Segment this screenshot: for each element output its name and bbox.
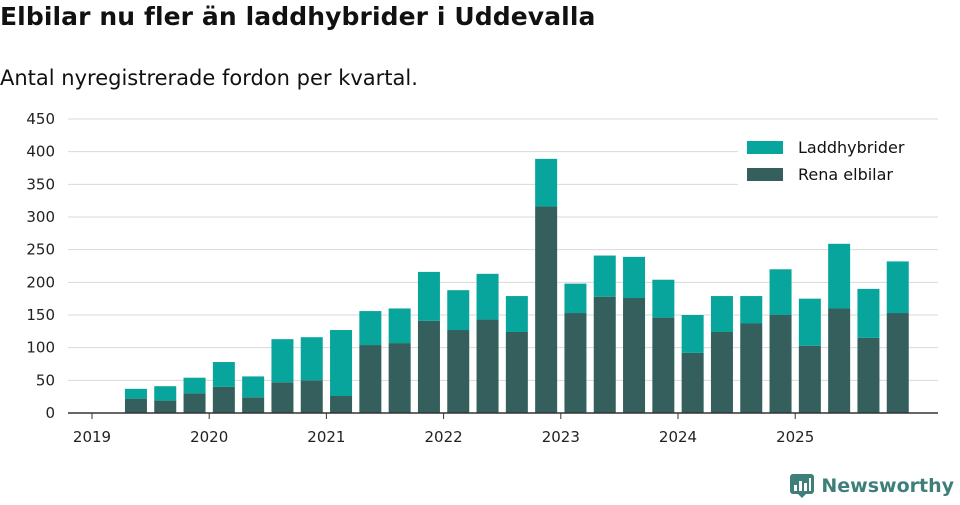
bar-laddhybrider-17 <box>623 256 646 299</box>
x-tick-label-2019: 2019 <box>73 428 111 446</box>
newsworthy-brand: Newsworthy <box>789 473 954 499</box>
bar-laddhybrider-22 <box>769 269 792 315</box>
bar-rena-elbilar-20 <box>710 331 733 413</box>
brand-name: Newsworthy <box>821 475 954 497</box>
bar-rena-elbilar-16 <box>593 296 616 413</box>
bar-laddhybrider-19 <box>681 315 704 353</box>
bar-rena-elbilar-17 <box>623 298 646 413</box>
bar-rena-elbilar-12 <box>476 319 499 413</box>
bar-laddhybrider-16 <box>593 255 616 297</box>
chart-title: Elbilar nu fler än laddhybrider i Uddeva… <box>0 2 596 31</box>
bar-laddhybrider-7 <box>330 330 353 397</box>
legend-label-laddhybrider: Laddhybrider <box>798 138 905 157</box>
bar-rena-elbilar-9 <box>388 343 411 413</box>
bar-rena-elbilar-15 <box>564 313 587 413</box>
bar-rena-elbilar-22 <box>769 315 792 413</box>
bar-laddhybrider-0 <box>124 388 147 399</box>
bar-laddhybrider-25 <box>857 288 880 338</box>
bar-laddhybrider-18 <box>652 279 675 318</box>
bar-laddhybrider-13 <box>505 296 528 332</box>
bar-rena-elbilar-11 <box>447 330 470 413</box>
bar-laddhybrider-9 <box>388 308 411 344</box>
y-tick-label-300: 300 <box>26 208 55 226</box>
y-tick-label-350: 350 <box>26 175 55 193</box>
bar-laddhybrider-6 <box>300 337 323 381</box>
bar-rena-elbilar-4 <box>242 397 265 413</box>
bar-laddhybrider-5 <box>271 339 294 383</box>
x-tick-label-2024: 2024 <box>659 428 697 446</box>
x-axis-ticks: 2019 2020 2021 2022 2023 2024 2025 <box>73 413 814 446</box>
y-tick-label-50: 50 <box>36 371 55 389</box>
y-tick-label-0: 0 <box>45 404 55 422</box>
bar-rena-elbilar-7 <box>330 396 353 413</box>
y-tick-label-250: 250 <box>26 241 55 259</box>
newsworthy-logo-icon <box>790 474 815 498</box>
bar-rena-elbilar-21 <box>740 323 763 413</box>
bar-laddhybrider-14 <box>535 158 558 207</box>
bar-rena-elbilar-2 <box>183 393 206 413</box>
bar-laddhybrider-12 <box>476 273 499 320</box>
x-tick-label-2022: 2022 <box>425 428 463 446</box>
bar-rena-elbilar-19 <box>681 352 704 413</box>
y-tick-label-200: 200 <box>26 273 55 291</box>
bar-rena-elbilar-13 <box>505 331 528 413</box>
bar-laddhybrider-10 <box>417 271 440 321</box>
bar-laddhybrider-21 <box>740 296 763 324</box>
y-tick-label-450: 450 <box>26 110 55 128</box>
bar-laddhybrider-20 <box>710 296 733 332</box>
bar-rena-elbilar-23 <box>798 345 821 413</box>
bar-rena-elbilar-8 <box>359 345 382 413</box>
legend-swatch-rena-elbilar <box>747 168 783 181</box>
bar-rena-elbilar-10 <box>417 320 440 413</box>
bar-rena-elbilar-5 <box>271 382 294 413</box>
bar-rena-elbilar-1 <box>154 400 177 413</box>
legend: Laddhybrider Rena elbilar <box>738 134 938 186</box>
bar-rena-elbilar-26 <box>886 313 909 413</box>
bar-rena-elbilar-6 <box>300 380 323 413</box>
bar-laddhybrider-24 <box>828 243 851 309</box>
bar-laddhybrider-2 <box>183 377 206 394</box>
bar-rena-elbilar-3 <box>212 386 235 413</box>
bar-laddhybrider-4 <box>242 376 265 398</box>
y-axis-ticks: 0 50 100 150 200 250 300 350 400 450 <box>26 110 55 422</box>
y-tick-label-400: 400 <box>26 143 55 161</box>
bar-rena-elbilar-0 <box>124 398 147 413</box>
bar-rena-elbilar-25 <box>857 337 880 413</box>
bar-laddhybrider-1 <box>154 386 177 401</box>
bar-laddhybrider-26 <box>886 261 909 314</box>
bars <box>124 158 909 413</box>
bar-rena-elbilar-24 <box>828 308 851 413</box>
bar-laddhybrider-15 <box>564 283 587 314</box>
bar-laddhybrider-23 <box>798 298 821 346</box>
bar-laddhybrider-11 <box>447 290 470 331</box>
x-tick-label-2020: 2020 <box>190 428 228 446</box>
y-tick-label-150: 150 <box>26 306 55 324</box>
x-tick-label-2021: 2021 <box>307 428 345 446</box>
bar-laddhybrider-8 <box>359 311 382 346</box>
x-tick-label-2025: 2025 <box>776 428 814 446</box>
bar-rena-elbilar-14 <box>535 206 558 413</box>
bar-rena-elbilar-18 <box>652 317 675 413</box>
chart-subtitle: Antal nyregistrerade fordon per kvartal. <box>0 66 418 90</box>
legend-swatch-laddhybrider <box>747 141 783 154</box>
legend-label-rena-elbilar: Rena elbilar <box>798 165 893 184</box>
y-tick-label-100: 100 <box>26 339 55 357</box>
bar-laddhybrider-3 <box>212 362 235 387</box>
x-tick-label-2023: 2023 <box>542 428 580 446</box>
